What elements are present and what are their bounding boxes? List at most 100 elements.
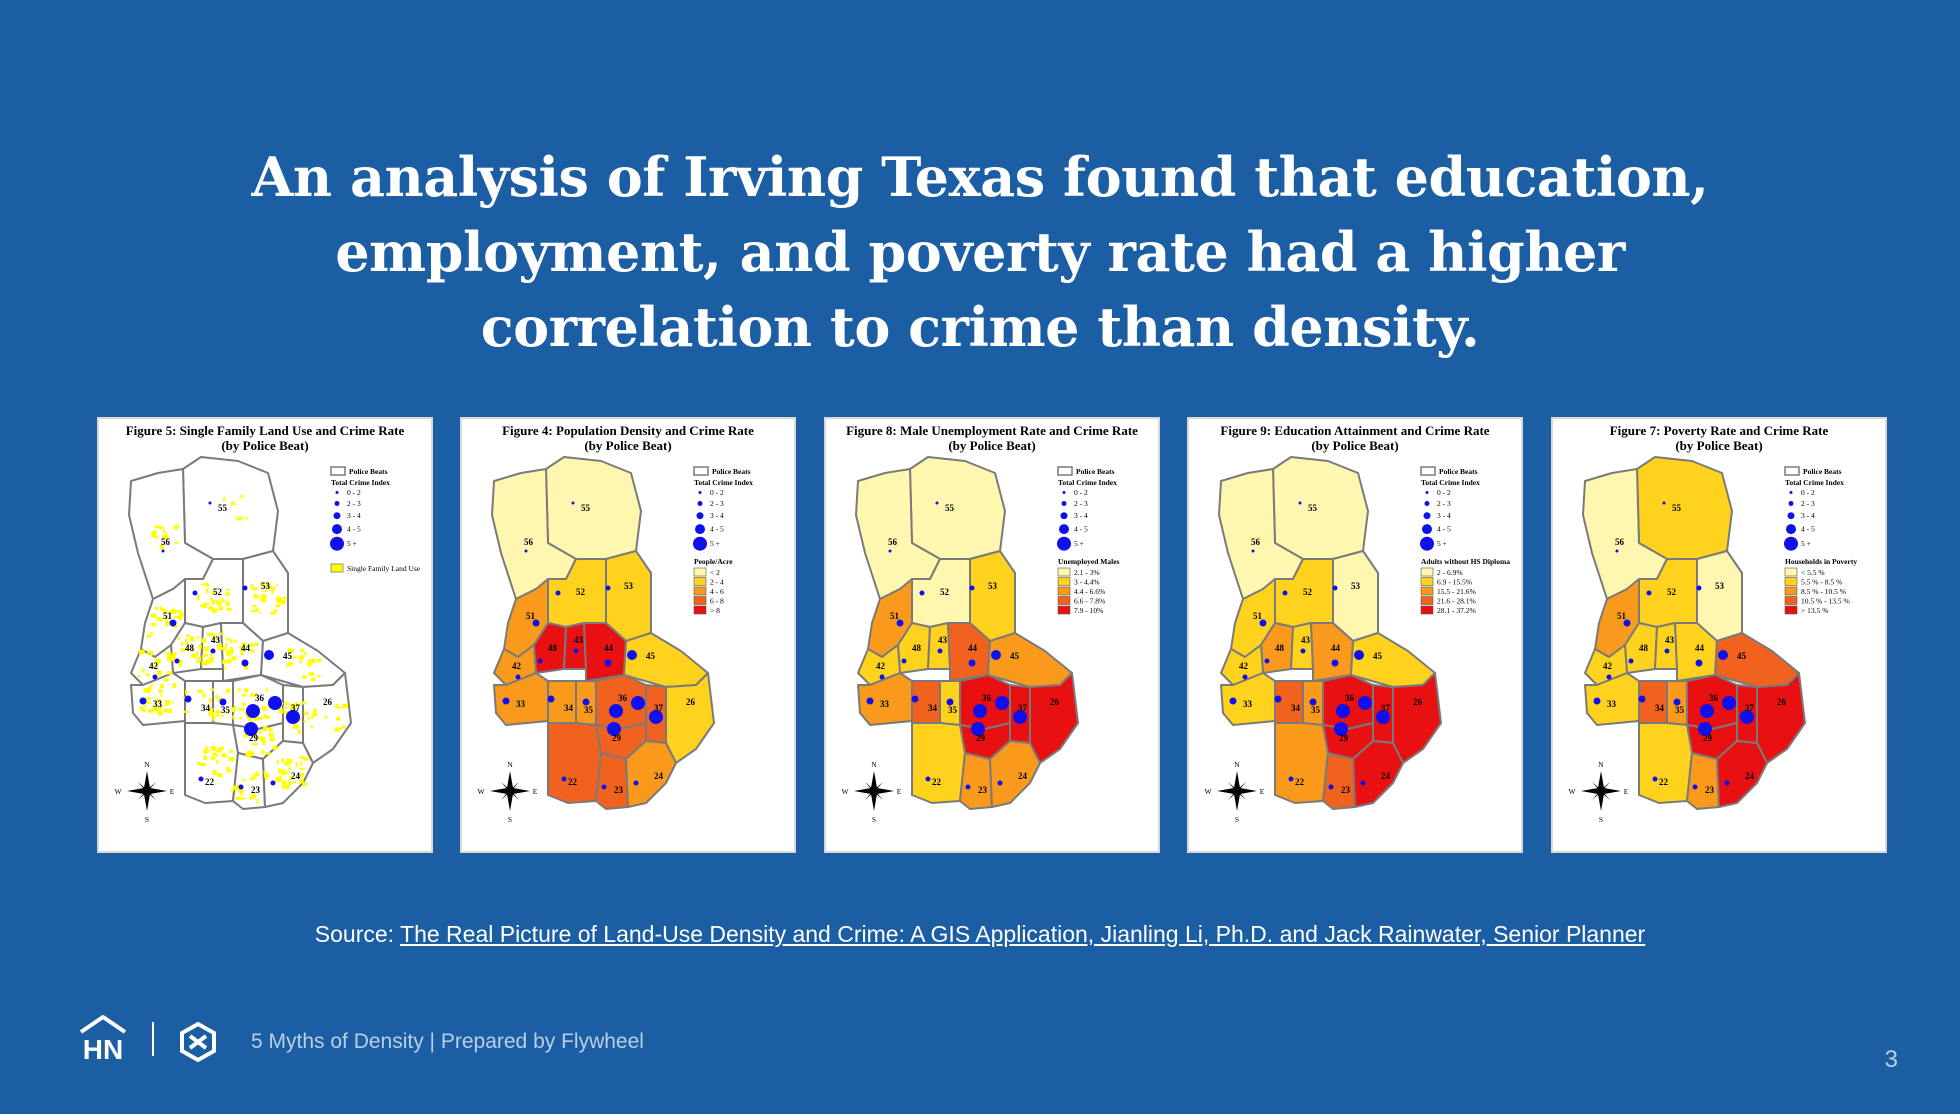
legend-beat-swatch [1420, 466, 1436, 476]
land-use-patch [203, 602, 207, 607]
legend-layer-title: Unemployed Males [1058, 557, 1120, 566]
source-link[interactable]: The Real Picture of Land-Use Density and… [400, 921, 1646, 947]
land-use-patch [286, 758, 293, 764]
beat-label: 44 [1331, 643, 1341, 653]
legend-layer-class: 5.5 % - 8.5 % [1801, 578, 1842, 587]
crime-dot [532, 619, 540, 627]
land-use-patch [206, 632, 213, 636]
land-use-patch [237, 688, 241, 691]
crime-dot [1673, 698, 1681, 706]
legend-crime-dot [334, 501, 340, 506]
crime-dot [633, 780, 639, 786]
land-use-patch [156, 698, 162, 703]
land-use-patch [240, 651, 244, 656]
land-use-patch [211, 608, 218, 612]
beat-26 [1756, 672, 1806, 764]
legend-layer-swatch [693, 596, 707, 605]
compass-s-label: S [508, 815, 512, 824]
land-use-patch [244, 688, 249, 693]
compass-e-label: E [897, 787, 902, 796]
land-use-patch [170, 657, 175, 662]
land-use-patch [233, 785, 239, 790]
land-use-patch [180, 647, 183, 653]
crime-dot [1336, 704, 1350, 718]
land-use-patch [208, 706, 212, 710]
land-use-patch [212, 634, 217, 639]
land-use-patch [154, 525, 158, 528]
crime-dot [631, 696, 645, 710]
land-use-patch [271, 589, 274, 594]
legend-crime-dot [1059, 524, 1069, 535]
legend-crime-class: 0 - 2 [347, 488, 361, 497]
beat-label: 35 [221, 705, 231, 715]
crime-dot [244, 722, 258, 736]
beat-label: 53 [261, 581, 271, 591]
land-use-patch [165, 615, 168, 620]
figure-title-line-1: Figure 5: Single Family Land Use and Cri… [125, 423, 405, 438]
land-use-patch [243, 733, 248, 737]
land-use-patch [224, 666, 227, 670]
beat-label: 56 [1251, 537, 1261, 547]
crime-dot [1300, 648, 1306, 654]
beat-label: 29 [612, 733, 622, 743]
beat-label: 48 [185, 643, 195, 653]
land-use-patch [243, 735, 248, 738]
legend-header: Police Beats [349, 467, 388, 476]
land-use-patch [300, 648, 305, 652]
legend-layer-class: > 13.5 % [1801, 606, 1828, 615]
land-use-patch [228, 756, 235, 762]
beat-label: 36 [982, 693, 992, 703]
land-use-patch [287, 781, 291, 786]
crime-dot [1593, 697, 1601, 705]
crime-dot [192, 590, 198, 596]
crime-dot [537, 658, 543, 664]
land-use-patch [298, 730, 300, 733]
land-use-patch [313, 713, 318, 717]
beat-label: 56 [888, 537, 898, 547]
land-use-patch [261, 750, 265, 754]
land-use-patch [149, 652, 153, 656]
land-use-patch [226, 607, 232, 611]
legend-layer-swatch [693, 567, 707, 577]
land-use-patch [265, 688, 268, 692]
beat-24 [1716, 740, 1768, 808]
beat-43 [1290, 622, 1314, 670]
figure-9-education-map: Figure 9: Education Attainment and Crime… [1187, 417, 1523, 853]
land-use-patch [249, 778, 254, 781]
crime-dot [1662, 501, 1666, 505]
beat-label: 24 [654, 771, 664, 781]
land-use-patch [342, 725, 346, 729]
land-use-patch [256, 798, 259, 804]
legend-layer-title: People/Acre [694, 557, 733, 566]
land-use-patch [206, 588, 209, 594]
land-use-patch [281, 780, 287, 785]
land-use-patch [303, 711, 309, 716]
land-use-patch [324, 715, 328, 719]
land-use-patch [158, 710, 163, 716]
figure-title: Figure 8: Male Unemployment Rate and Cri… [826, 423, 1158, 453]
legend-crime-class: 5 + [1074, 539, 1084, 548]
land-use-patch [212, 770, 217, 775]
map-canvas: 55 56 52 53 51 48 43 42 44 45 33 34 35 36 37 29 26 22 23 24… [841, 456, 1120, 824]
land-use-patch [201, 583, 207, 586]
crime-dot [1334, 722, 1348, 736]
land-use-patch [211, 748, 217, 751]
land-use-patch [171, 652, 177, 656]
land-use-patch [217, 647, 223, 651]
beat-22 [547, 722, 602, 804]
land-use-patch [191, 653, 197, 658]
legend-crime-dot [1425, 491, 1429, 494]
land-use-patch [276, 597, 279, 603]
land-use-patch [239, 793, 243, 796]
land-use-patch [307, 663, 312, 667]
beat-label: 44 [241, 643, 251, 653]
beat-label: 26 [323, 697, 333, 707]
beat-layer: 55 56 52 53 51 48 43 42 44 45 33 34 35 36 37 29 26 22 23 24 [491, 456, 715, 810]
beat-label: 24 [1745, 771, 1755, 781]
beat-label: 52 [213, 587, 223, 597]
compass-w-label: W [477, 787, 485, 796]
beat-label: 55 [581, 503, 591, 513]
legend-header: Police Beats [1076, 467, 1115, 476]
legend-subtitle: Total Crime Index [1785, 478, 1844, 487]
beat-label: 29 [249, 733, 259, 743]
